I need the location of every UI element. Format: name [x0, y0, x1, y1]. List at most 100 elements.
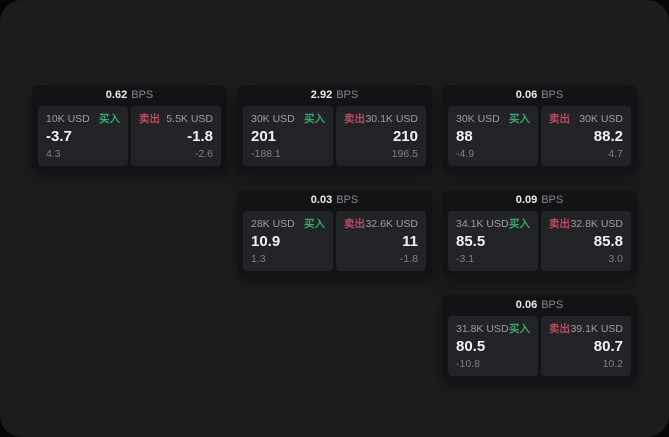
bps-value: 0.06	[515, 299, 538, 311]
bps-unit-label: BPS	[541, 194, 564, 206]
sell-sub-value: 196.5	[391, 148, 418, 160]
bps-unit-label: BPS	[336, 89, 359, 101]
sell-amount: 5.5K USD	[166, 113, 213, 125]
bps-value: 0.09	[515, 194, 538, 206]
buy-price: 85.5	[456, 233, 486, 250]
quote-card[interactable]: 0.06 BPS 31.8K USD 买入 80.5 -10.8 卖出 39.1…	[442, 295, 637, 382]
sell-price: 80.7	[593, 338, 623, 355]
buy-panel[interactable]: 30K USD 买入 201 -188.1	[243, 106, 333, 166]
panels-row: 34.1K USD 买入 85.5 -3.1 卖出 32.8K USD 85.8…	[448, 211, 631, 271]
buy-panel-top: 30K USD 买入	[456, 113, 530, 125]
sell-panel-top: 卖出 32.8K USD	[549, 218, 623, 230]
buy-amount: 30K USD	[251, 113, 295, 125]
sell-panel[interactable]: 卖出 39.1K USD 80.7 10.2	[541, 316, 631, 376]
sell-side-label: 卖出	[549, 113, 570, 125]
buy-sub-value: -10.8	[456, 358, 480, 370]
buy-amount: 31.8K USD	[456, 323, 509, 335]
sell-amount: 30.1K USD	[365, 113, 418, 125]
quote-card[interactable]: 0.62 BPS 10K USD 买入 -3.7 4.3 卖出 5.5K USD	[32, 85, 227, 172]
sell-sub-value: 10.2	[602, 358, 623, 370]
sell-panel-top: 卖出 5.5K USD	[139, 113, 213, 125]
bps-value: 0.06	[515, 89, 538, 101]
sell-panel[interactable]: 卖出 32.8K USD 85.8 3.0	[541, 211, 631, 271]
panels-row: 28K USD 买入 10.9 1.3 卖出 32.6K USD 11 -1.8	[243, 211, 426, 271]
sell-price: 210	[392, 128, 418, 145]
buy-amount: 30K USD	[456, 113, 500, 125]
card-header: 2.92 BPS	[243, 85, 426, 106]
bps-unit-label: BPS	[336, 194, 359, 206]
buy-price: 88	[456, 128, 473, 145]
sell-price: 88.2	[593, 128, 623, 145]
quote-card[interactable]: 0.09 BPS 34.1K USD 买入 85.5 -3.1 卖出 32.8K…	[442, 190, 637, 277]
buy-side-label: 买入	[304, 113, 325, 125]
sell-amount: 30K USD	[579, 113, 623, 125]
buy-price: 201	[251, 128, 277, 145]
card-header: 0.03 BPS	[243, 190, 426, 211]
buy-amount: 34.1K USD	[456, 218, 509, 230]
card-header: 0.06 BPS	[448, 85, 631, 106]
sell-sub-value: -1.8	[399, 253, 418, 265]
buy-panel-top: 34.1K USD 买入	[456, 218, 530, 230]
sell-panel[interactable]: 卖出 5.5K USD -1.8 -2.6	[131, 106, 221, 166]
buy-side-label: 买入	[509, 218, 530, 230]
buy-panel-top: 31.8K USD 买入	[456, 323, 530, 335]
card-header: 0.06 BPS	[448, 295, 631, 316]
buy-price: -3.7	[46, 128, 72, 145]
bps-value: 0.03	[310, 194, 333, 206]
bps-value: 0.62	[105, 89, 128, 101]
sell-panel-top: 卖出 30.1K USD	[344, 113, 418, 125]
panels-row: 31.8K USD 买入 80.5 -10.8 卖出 39.1K USD 80.…	[448, 316, 631, 376]
sell-panel[interactable]: 卖出 30.1K USD 210 196.5	[336, 106, 426, 166]
buy-sub-value: 4.3	[46, 148, 61, 160]
buy-panel[interactable]: 31.8K USD 买入 80.5 -10.8	[448, 316, 538, 376]
buy-side-label: 买入	[304, 218, 325, 230]
card-header: 0.09 BPS	[448, 190, 631, 211]
panels-row: 30K USD 买入 88 -4.9 卖出 30K USD 88.2 4.7	[448, 106, 631, 166]
bps-unit-label: BPS	[131, 89, 154, 101]
quote-card[interactable]: 0.03 BPS 28K USD 买入 10.9 1.3 卖出 32.6K US…	[237, 190, 432, 277]
sell-panel[interactable]: 卖出 32.6K USD 11 -1.8	[336, 211, 426, 271]
buy-panel[interactable]: 30K USD 买入 88 -4.9	[448, 106, 538, 166]
buy-panel[interactable]: 28K USD 买入 10.9 1.3	[243, 211, 333, 271]
buy-side-label: 买入	[99, 113, 120, 125]
buy-price: 80.5	[456, 338, 486, 355]
buy-panel-top: 28K USD 买入	[251, 218, 325, 230]
card-header: 0.62 BPS	[38, 85, 221, 106]
sell-panel-top: 卖出 39.1K USD	[549, 323, 623, 335]
sell-side-label: 卖出	[549, 323, 570, 335]
buy-sub-value: 1.3	[251, 253, 266, 265]
panels-row: 30K USD 买入 201 -188.1 卖出 30.1K USD 210 1…	[243, 106, 426, 166]
sell-amount: 39.1K USD	[570, 323, 623, 335]
panels-row: 10K USD 买入 -3.7 4.3 卖出 5.5K USD -1.8 -2.…	[38, 106, 221, 166]
buy-panel[interactable]: 10K USD 买入 -3.7 4.3	[38, 106, 128, 166]
sell-price: 85.8	[593, 233, 623, 250]
buy-panel-top: 30K USD 买入	[251, 113, 325, 125]
quote-card-grid: 0.62 BPS 10K USD 买入 -3.7 4.3 卖出 5.5K USD	[32, 85, 637, 382]
buy-sub-value: -188.1	[251, 148, 281, 160]
buy-panel[interactable]: 34.1K USD 买入 85.5 -3.1	[448, 211, 538, 271]
bps-unit-label: BPS	[541, 299, 564, 311]
sell-side-label: 卖出	[344, 218, 365, 230]
sell-sub-value: 3.0	[608, 253, 623, 265]
sell-sub-value: -2.6	[194, 148, 213, 160]
quote-card[interactable]: 2.92 BPS 30K USD 买入 201 -188.1 卖出 30.1K …	[237, 85, 432, 172]
sell-panel[interactable]: 卖出 30K USD 88.2 4.7	[541, 106, 631, 166]
bps-unit-label: BPS	[541, 89, 564, 101]
sell-side-label: 卖出	[139, 113, 160, 125]
sell-side-label: 卖出	[344, 113, 365, 125]
buy-side-label: 买入	[509, 113, 530, 125]
buy-panel-top: 10K USD 买入	[46, 113, 120, 125]
sell-panel-top: 卖出 30K USD	[549, 113, 623, 125]
sell-price: 11	[402, 233, 418, 250]
bps-value: 2.92	[310, 89, 333, 101]
quote-card[interactable]: 0.06 BPS 30K USD 买入 88 -4.9 卖出 30K USD	[442, 85, 637, 172]
buy-price: 10.9	[251, 233, 281, 250]
sell-side-label: 卖出	[549, 218, 570, 230]
sell-sub-value: 4.7	[608, 148, 623, 160]
buy-sub-value: -4.9	[456, 148, 475, 160]
buy-side-label: 买入	[509, 323, 530, 335]
buy-amount: 28K USD	[251, 218, 295, 230]
sell-panel-top: 卖出 32.6K USD	[344, 218, 418, 230]
sell-amount: 32.6K USD	[365, 218, 418, 230]
